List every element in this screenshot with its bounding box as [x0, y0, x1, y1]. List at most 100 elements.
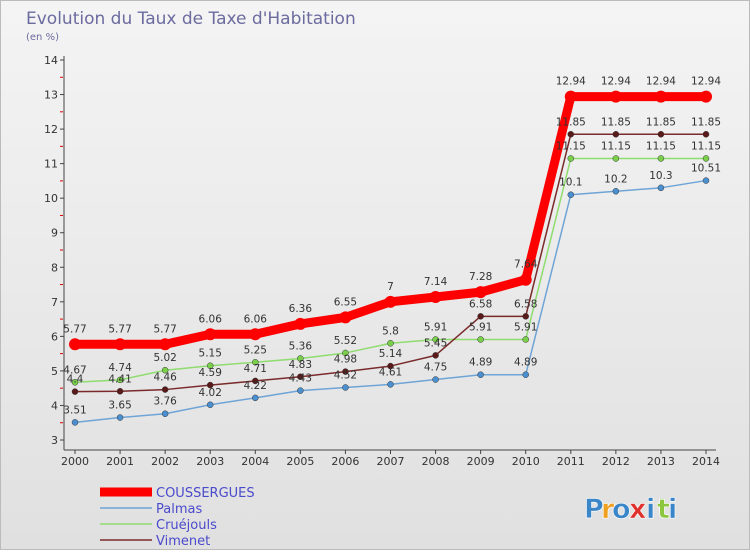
point-vimenet: [252, 377, 259, 385]
x-tick-label: 2011: [557, 455, 585, 468]
point-vimenet: [297, 373, 304, 381]
data-label-palmas: 10.3: [649, 170, 672, 182]
point-palmas: [161, 410, 169, 417]
x-tick-label: 2008: [422, 455, 450, 468]
y-tick-label: 11: [44, 158, 58, 171]
data-label-cru-jouls: 5.91: [469, 321, 492, 333]
legend-label: Palmas: [156, 502, 202, 517]
data-label-coussergues: 12.94: [691, 76, 721, 88]
x-tick-label: 2009: [467, 455, 495, 468]
x-tick-label: 2002: [151, 455, 179, 468]
data-label-coussergues: 7.14: [424, 276, 448, 288]
point-vimenet: [161, 386, 169, 393]
data-label-vimenet: 11.85: [646, 116, 676, 128]
point-cru-jouls: [477, 336, 484, 343]
data-label-palmas: 3.65: [108, 400, 131, 412]
x-tick-label: 2014: [692, 455, 720, 468]
data-label-coussergues: 6.36: [289, 303, 313, 315]
data-label-cru-jouls: 5.02: [153, 352, 176, 364]
y-tick-label: 8: [51, 261, 58, 274]
data-label-palmas: 4.52: [334, 369, 357, 381]
data-label-cru-jouls: 4.67: [63, 364, 86, 376]
point-vimenet: [206, 381, 214, 389]
point-coussergues: [609, 90, 622, 103]
brand-letter: t: [657, 494, 670, 525]
brand-letter: r: [601, 494, 615, 525]
point-coussergues: [474, 286, 487, 299]
point-palmas: [432, 376, 439, 383]
data-label-palmas: 10.2: [604, 173, 627, 185]
data-label-cru-jouls: 11.15: [556, 140, 586, 152]
point-vimenet: [522, 313, 529, 320]
point-coussergues: [249, 328, 262, 341]
series-markers: [69, 90, 712, 426]
point-vimenet: [432, 352, 439, 359]
brand-letter: P: [584, 494, 604, 525]
x-tick-label: 2001: [106, 455, 134, 468]
x-tick-label: 2010: [512, 455, 540, 468]
point-cru-jouls: [522, 336, 529, 343]
y-tick-label: 12: [44, 123, 58, 136]
data-label-coussergues: 6.55: [334, 296, 357, 308]
data-label-vimenet: 4.98: [334, 354, 357, 366]
point-palmas: [342, 384, 349, 391]
point-palmas: [252, 394, 259, 402]
point-cru-jouls: [567, 155, 575, 162]
point-cru-jouls: [71, 379, 79, 386]
y-tick-label: 10: [44, 192, 58, 205]
point-vimenet: [657, 131, 665, 138]
chart-subtitle: (en %): [26, 32, 59, 43]
point-palmas: [116, 414, 124, 421]
data-label-palmas: 4.89: [469, 357, 492, 369]
point-cru-jouls: [206, 362, 214, 369]
x-tick-label: 2005: [286, 455, 314, 468]
point-vimenet: [116, 388, 124, 395]
data-label-cru-jouls: 11.15: [601, 140, 631, 152]
y-tick-label: 3: [51, 434, 58, 447]
data-label-vimenet: 4.41: [108, 373, 131, 385]
data-label-coussergues: 6.06: [244, 313, 268, 325]
x-tick-label: 2013: [647, 455, 675, 468]
point-palmas: [297, 387, 304, 394]
point-coussergues: [204, 328, 217, 341]
data-label-cru-jouls: 5.91: [514, 321, 537, 333]
data-label-palmas: 4.75: [424, 362, 447, 374]
x-tick-label: 2004: [241, 455, 269, 468]
brand-letter: o: [612, 494, 631, 525]
y-tick-label: 7: [51, 296, 58, 309]
point-coussergues: [654, 90, 667, 103]
point-coussergues: [159, 338, 172, 351]
y-tick-label: 4: [51, 399, 58, 412]
data-label-cru-jouls: 5.8: [382, 325, 399, 337]
data-label-vimenet: 4.83: [289, 359, 312, 371]
x-tick-label: 2012: [602, 455, 630, 468]
point-palmas: [477, 371, 484, 378]
point-cru-jouls: [252, 359, 259, 366]
point-coussergues: [69, 338, 81, 351]
legend-label: COUSSERGUES: [156, 486, 255, 501]
y-tick-label: 6: [51, 330, 58, 343]
point-palmas: [387, 381, 394, 388]
brand-letter: i: [668, 494, 677, 525]
y-tick-label: 9: [51, 227, 58, 240]
point-cru-jouls: [387, 340, 394, 347]
data-label-coussergues: 5.77: [108, 323, 131, 335]
data-label-palmas: 4.89: [514, 357, 537, 369]
data-label-coussergues: 7: [387, 281, 394, 293]
point-coussergues: [294, 317, 307, 330]
data-label-palmas: 10.1: [559, 177, 582, 189]
data-label-vimenet: 11.85: [691, 116, 721, 128]
data-label-coussergues: 12.94: [646, 76, 676, 88]
point-palmas: [612, 188, 620, 195]
point-cru-jouls: [297, 355, 304, 362]
data-label-coussergues: 6.06: [199, 313, 223, 325]
data-label-vimenet: 4.71: [244, 363, 267, 375]
data-label-coussergues: 7.64: [514, 259, 538, 271]
data-label-coussergues: 5.77: [63, 323, 86, 335]
data-label-palmas: 10.51: [691, 163, 721, 175]
data-labels: 5.77 5.77 5.77 6.06 6.06 6.36 6.55 7 7.14 7.28 7.6…: [63, 76, 721, 417]
